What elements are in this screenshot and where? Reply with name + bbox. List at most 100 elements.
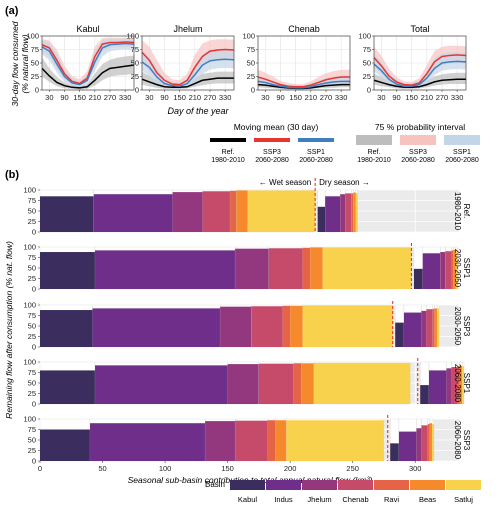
x-tick-label: 90 — [60, 93, 68, 102]
x-axis-label: Day of the year — [167, 106, 229, 116]
legend-interval-title: 75 % probability interval — [375, 122, 465, 132]
bar-dry-chenab — [445, 251, 452, 289]
bar-wet-jhelum — [227, 364, 259, 404]
bar-wet-ravi — [267, 420, 276, 461]
mean-line-ssp1 — [257, 80, 350, 89]
bar-wet-beas — [301, 363, 314, 404]
bar-wet-beas — [310, 247, 323, 289]
legend-label-indus: Indus — [274, 495, 293, 504]
bar-dry-satluj — [355, 192, 358, 232]
y-tick-label: 50 — [28, 379, 36, 388]
dry-season-label: Dry season → — [319, 178, 370, 187]
row-label-line2: 2060-2080 — [453, 364, 462, 403]
x-tick-label: 270 — [204, 93, 217, 102]
bar-dry-kabul — [413, 268, 423, 289]
row-label-line1: SSP1 — [462, 373, 471, 394]
y-tick-label: 75 — [363, 45, 371, 54]
bar-wet-indus — [93, 194, 173, 232]
y-tick-label: 50 — [31, 59, 39, 68]
legend-band-swatch-ssp1 — [444, 135, 480, 145]
y-tick-label: 100 — [242, 32, 255, 41]
legend-label-jhelum: Jhelum — [307, 495, 331, 504]
legend-mean-title: Moving mean (30 day) — [234, 122, 319, 132]
subplot-kabul: Kabul 30 90 150 210 270 330 0 25 50 75 100 — [26, 24, 135, 102]
y-tick-label: 25 — [28, 217, 36, 226]
y-tick-label: 75 — [28, 253, 36, 262]
bar-dry-beas — [453, 249, 456, 289]
mean-line-ssp1 — [373, 60, 467, 87]
legend-line-label2: 2060-2080 — [299, 157, 333, 164]
panel-b-label: (b) — [5, 169, 19, 181]
legend-swatch-beas — [410, 480, 445, 490]
x-tick-label: 150 — [405, 93, 418, 102]
x-tick-label: 150 — [221, 464, 234, 473]
bar-wet-satluj — [313, 362, 411, 404]
mean-line-ssp3 — [373, 54, 467, 86]
row-label-line1: SSP3 — [462, 316, 471, 337]
x-tick-label: 90 — [392, 93, 400, 102]
x-tick-label: 330 — [219, 93, 232, 102]
x-tick-label: 0 — [38, 464, 42, 473]
bar-dry-ravi — [457, 366, 460, 404]
row-label-line1: SSP1 — [462, 258, 471, 279]
mean-line-ssp1 — [141, 58, 235, 87]
legend-band-swatch-ssp3 — [400, 135, 436, 145]
x-tick-label: 30 — [145, 93, 153, 102]
bar-dry-indus — [398, 431, 417, 461]
row-label-line1: SSP3 — [462, 430, 471, 451]
bar-wet-kabul — [40, 196, 94, 232]
y-tick-label: 50 — [28, 322, 36, 331]
panel-a-label: (a) — [5, 5, 19, 17]
y-tick-label: 50 — [363, 59, 371, 68]
x-tick-label: 330 — [119, 93, 132, 102]
y-tick-label: 100 — [23, 415, 36, 424]
y-tick-label: 25 — [28, 446, 36, 455]
bar-wet-kabul — [40, 370, 96, 404]
y-tick-label: 75 — [28, 196, 36, 205]
legend-label-ravi: Ravi — [384, 495, 399, 504]
bar-dry-indus — [422, 253, 441, 289]
bar-wet-jhelum — [172, 192, 203, 232]
bar-dry-satluj — [462, 366, 465, 404]
y-tick-label: 25 — [31, 72, 39, 81]
y-tick-label: 0 — [251, 86, 255, 95]
bar-wet-indus — [95, 365, 228, 404]
legend-swatch-kabul — [230, 480, 265, 490]
subplot-jhelum: Jhelum 30 90 150 210 270 330 0 25 50 75 100 — [126, 24, 235, 102]
x-tick-label: 210 — [305, 93, 318, 102]
subplot-chenab: Chenab 30 90 150 210 270 330 0 25 50 75 100 — [242, 24, 351, 102]
y-tick-label: 0 — [32, 285, 36, 294]
basin-legend: Basin Kabul Indus Jhelum Chenab Ravi Beas Satlu… — [205, 480, 481, 504]
bar-wet-jhelum — [235, 248, 269, 289]
legend-swatch-indus — [266, 480, 301, 490]
y-tick-label: 75 — [247, 45, 255, 54]
panel-b-bars: 0255075100Ref.1980-20100255075100SSP1203… — [4, 178, 481, 504]
y-tick-label: 50 — [28, 207, 36, 216]
y-tick-label: 100 — [23, 301, 36, 310]
bar-dry-kabul — [395, 322, 404, 347]
y-tick-label: 0 — [367, 86, 371, 95]
bar-dry-jhelum — [416, 428, 422, 461]
y-tick-label: 50 — [247, 59, 255, 68]
y-tick-label: 50 — [131, 59, 139, 68]
bar-wet-ravi — [282, 305, 291, 347]
mean-line-ssp3 — [257, 76, 350, 88]
y-tick-label: 25 — [28, 332, 36, 341]
legend-band-swatch-ref — [356, 135, 392, 145]
bar-dry-beas — [353, 192, 356, 232]
x-tick-label: 300 — [409, 464, 422, 473]
x-tick-label: 150 — [73, 93, 86, 102]
y-tick-label: 25 — [131, 72, 139, 81]
x-tick-label: 50 — [98, 464, 106, 473]
row-label: SSP12030-2050 — [453, 249, 471, 288]
y-tick-label: 0 — [35, 86, 39, 95]
x-tick-label: 150 — [173, 93, 186, 102]
row-label-line2: 1980-2010 — [453, 192, 462, 231]
interval-band-ssp1 — [142, 48, 234, 89]
bar-wet-satluj — [247, 190, 316, 232]
